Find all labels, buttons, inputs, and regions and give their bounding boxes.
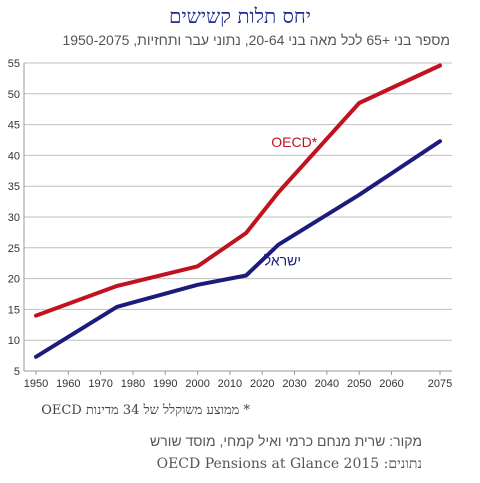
data-source: נתונים: OECD Pensions at Glance 2015: [156, 456, 422, 472]
chart-subtitle: מספר בני +65 לכל מאה בני 20-64, נתוני עב…: [62, 32, 450, 48]
series-label-oecd: OECD*: [271, 134, 317, 150]
y-tick-label-25: 25: [8, 243, 20, 255]
x-tick-label-1960: 1960: [56, 378, 80, 390]
y-tick-label-45: 45: [8, 120, 20, 132]
series-line-1: [34, 139, 442, 359]
x-tick-label-2040: 2040: [315, 378, 339, 390]
x-tick-label-2010: 2010: [218, 378, 242, 390]
series-lines: [34, 63, 442, 359]
y-tick-label-50: 50: [8, 89, 20, 101]
x-tick-label-2020: 2020: [250, 378, 274, 390]
x-tick-label-1970: 1970: [88, 378, 112, 390]
footnote: * ממוצע משוקלל של 34 מדינות OECD: [41, 403, 250, 418]
y-axis-ticks: 5 10 15 20 25 30 35 40 45 50 55: [8, 58, 20, 378]
y-tick-label-5: 5: [14, 366, 20, 378]
y-tick-label-30: 30: [8, 212, 20, 224]
x-tick-label-2000: 2000: [185, 378, 209, 390]
x-tick-label-2030: 2030: [282, 378, 306, 390]
y-tick-label-35: 35: [8, 181, 20, 193]
chart-title: יחס תלות קשישים: [168, 4, 312, 28]
source-credit: מקור: שרית מנחם כרמי ואיל קמחי, מוסד שור…: [150, 433, 422, 449]
series-labels: OECD* ישראל: [264, 134, 318, 269]
x-tick-label-2050: 2050: [347, 378, 371, 390]
x-tick-label-1980: 1980: [121, 378, 145, 390]
y-tick-label-40: 40: [8, 150, 20, 162]
x-tick-label-2060: 2060: [379, 378, 403, 390]
x-tick-label-1990: 1990: [153, 378, 177, 390]
y-tick-label-20: 20: [8, 274, 20, 286]
x-tick-label-2075: 2075: [428, 378, 452, 390]
y-tick-label-55: 55: [8, 58, 20, 70]
y-tick-label-10: 10: [8, 335, 20, 347]
y-tick-label-15: 15: [8, 304, 20, 316]
x-axis-ticks: 1950 1960 1970 1980 1990 2000 2010 2020 2030 2040…: [24, 371, 452, 390]
x-tick-label-1950: 1950: [24, 378, 48, 390]
series-label-israel: ישראל: [264, 253, 301, 269]
